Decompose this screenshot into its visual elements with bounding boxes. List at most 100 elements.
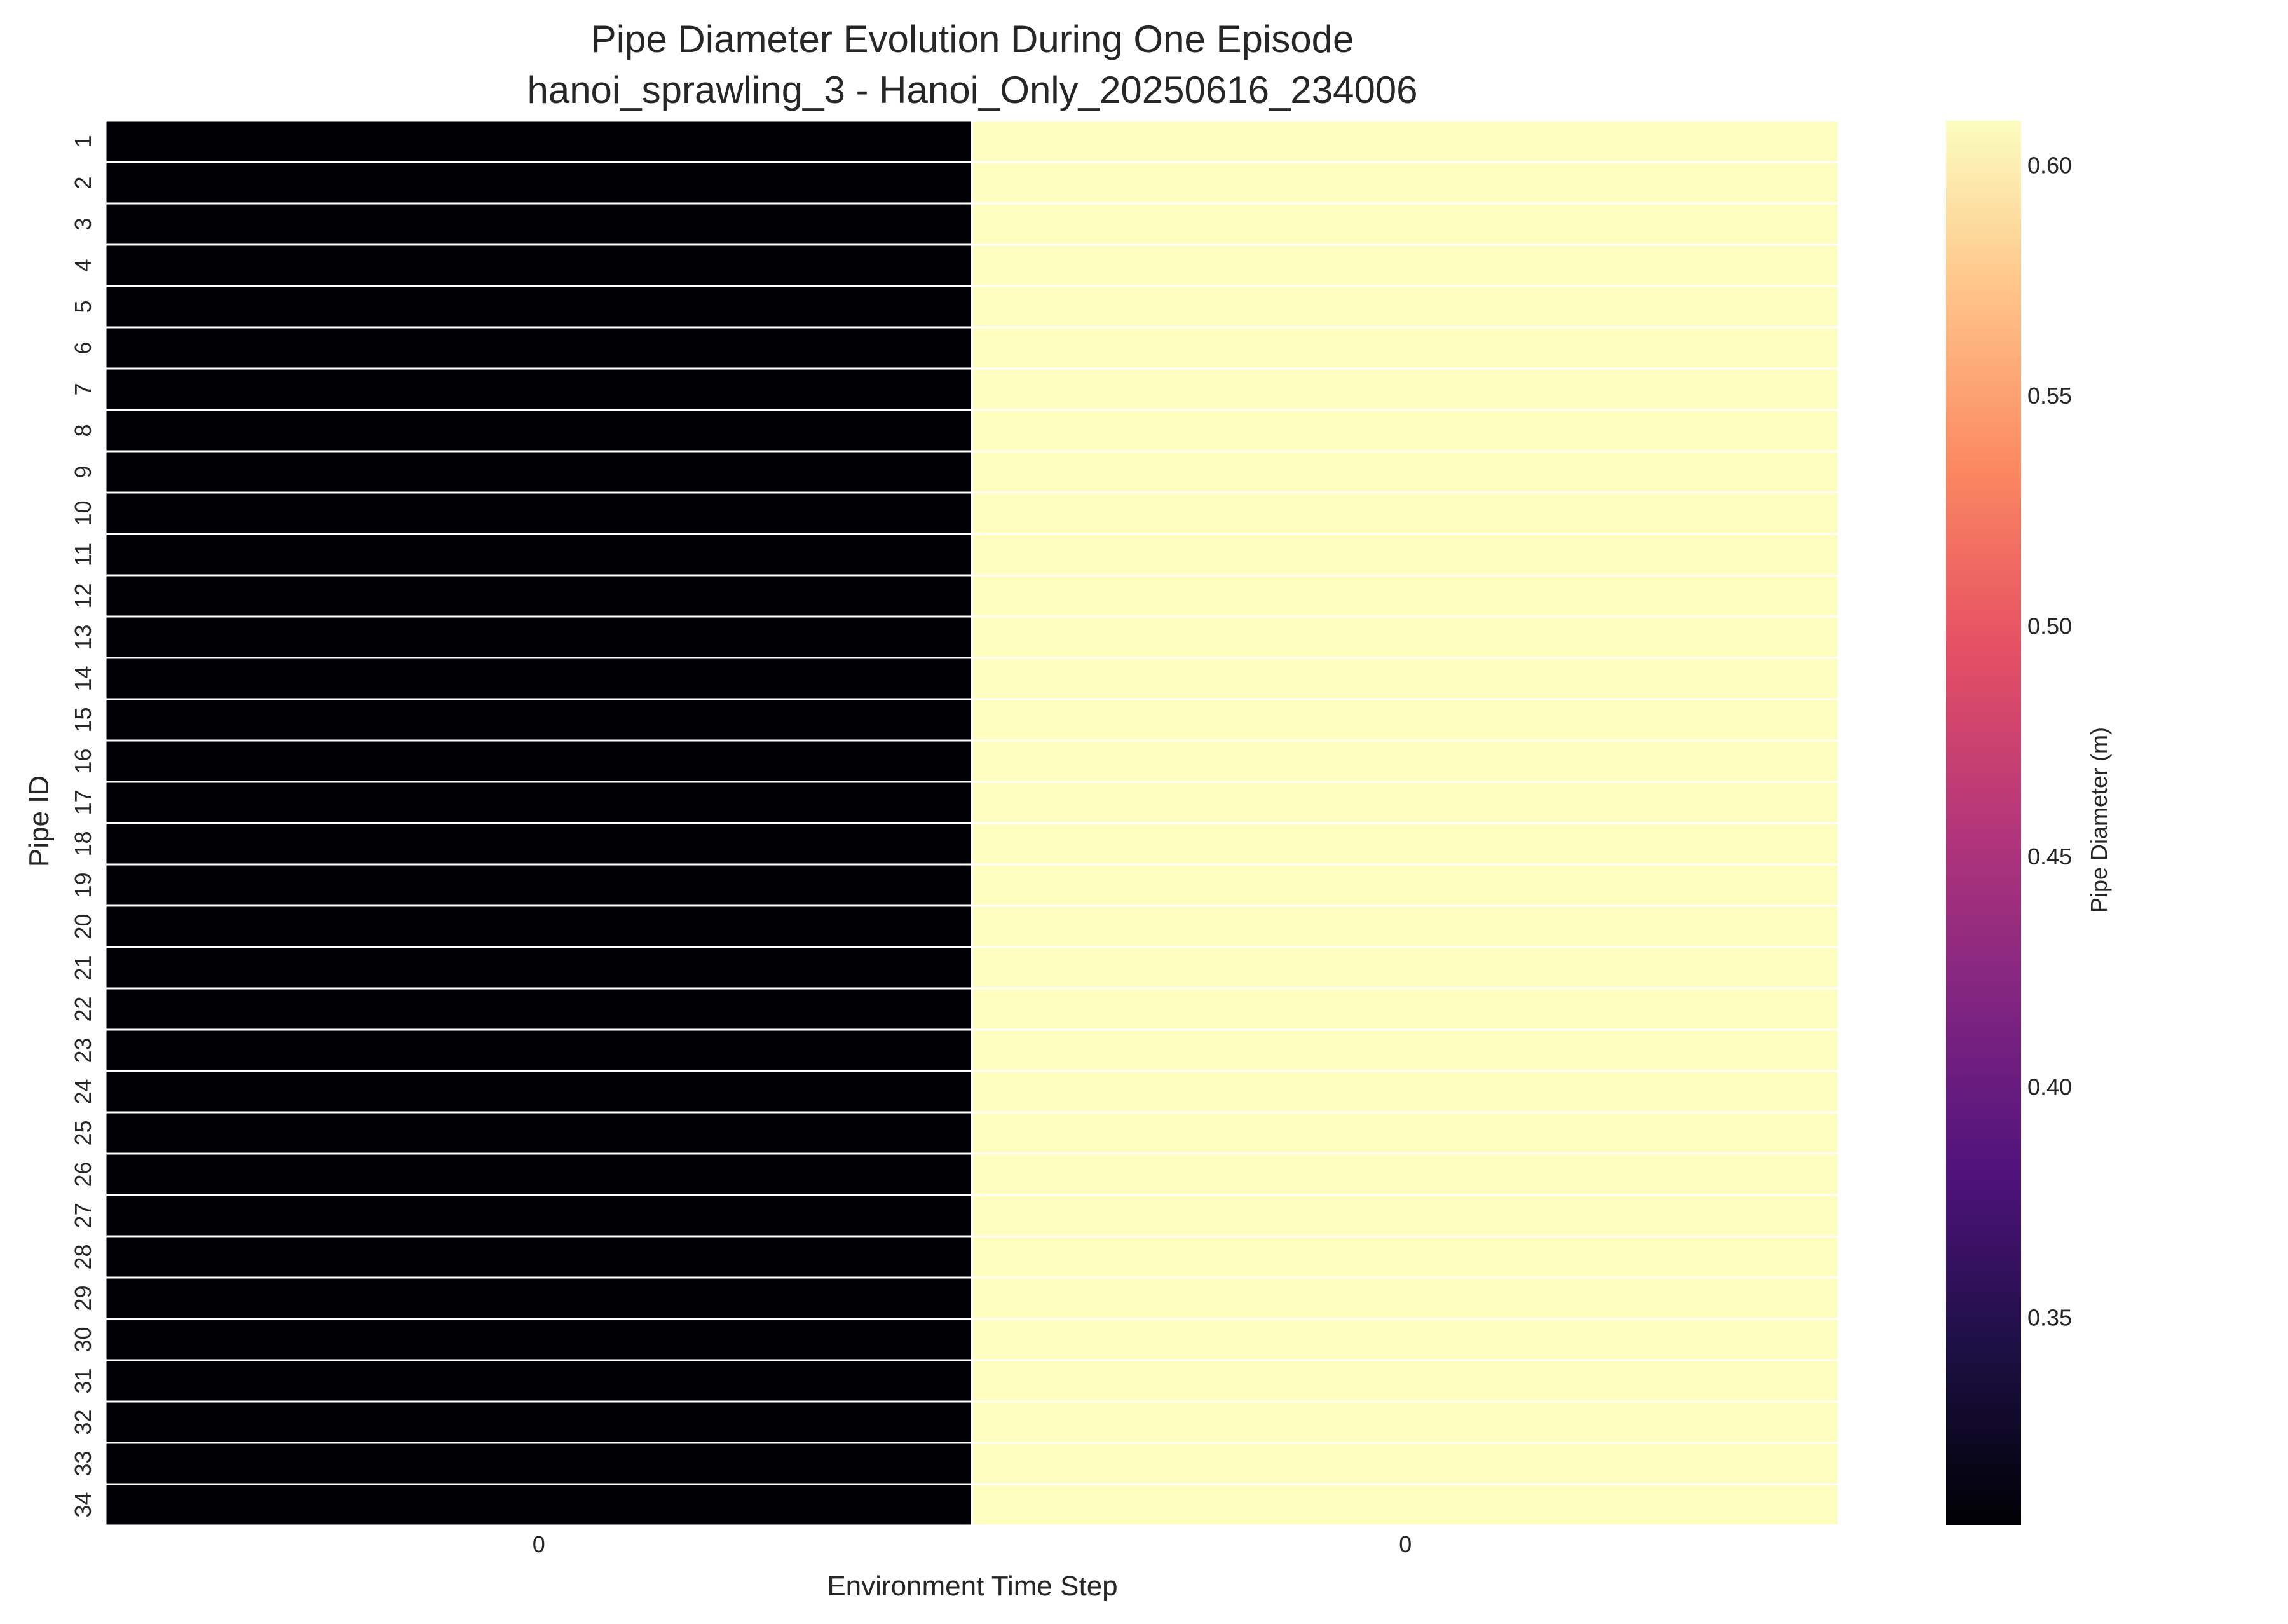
x-tick-label: 0 [533,1531,545,1557]
heatmap-cell-pipe-12-step-1 [971,574,1840,618]
colorbar [1946,121,2021,1525]
heatmap-cell-pipe-23-step-0 [104,1028,973,1072]
heatmap-cell-pipe-10-step-0 [104,491,973,535]
heatmap-cell-pipe-12-step-0 [104,574,973,618]
colorbar-tick-label: 0.50 [2027,613,2072,639]
heatmap-cell-pipe-28-step-0 [104,1235,973,1279]
y-tick-label: 22 [70,996,96,1021]
heatmap-cell-pipe-3-step-0 [104,202,973,246]
colorbar-tick-label: 0.45 [2027,843,2072,870]
heatmap-cell-pipe-15-step-0 [104,698,973,742]
heatmap-cell-pipe-27-step-0 [104,1194,973,1238]
heatmap-cell-pipe-22-step-1 [971,987,1840,1031]
y-tick-label: 34 [70,1492,96,1517]
y-tick-label: 24 [70,1079,96,1104]
y-tick-label: 29 [70,1285,96,1311]
heatmap-cell-pipe-26-step-0 [104,1152,973,1196]
heatmap-cell-pipe-2-step-1 [971,161,1840,205]
y-tick-label: 19 [70,872,96,897]
y-tick-label: 20 [70,913,96,939]
y-tick-label: 23 [70,1037,96,1063]
y-tick-labels: 1234567891011121314151617181920212223242… [70,135,96,1517]
y-tick-label: 8 [70,424,96,437]
colorbar-label: Pipe Diameter (m) [2086,727,2112,913]
heatmap-cell-pipe-31-step-0 [104,1359,973,1403]
heatmap-cell-pipe-28-step-1 [971,1235,1840,1279]
y-tick-label: 2 [70,176,96,189]
y-tick-label: 33 [70,1450,96,1476]
heatmap-cell-pipe-11-step-0 [104,533,973,577]
heatmap-cell-pipe-25-step-1 [971,1111,1840,1155]
heatmap-cell-pipe-29-step-0 [104,1276,973,1320]
y-tick-label: 1 [70,135,96,147]
heatmap-cell-pipe-8-step-0 [104,409,973,453]
y-tick-label: 11 [70,543,96,566]
heatmap-cell-pipe-32-step-1 [971,1400,1840,1444]
heatmap-cell-pipe-26-step-1 [971,1152,1840,1196]
heatmap-cell-pipe-5-step-0 [104,285,973,329]
y-tick-label: 10 [70,500,96,526]
colorbar-tick-label: 0.60 [2027,153,2072,179]
heatmap-cell-pipe-11-step-1 [971,533,1840,577]
heatmap-cell-pipe-7-step-1 [971,367,1840,411]
heatmap-cell-pipe-6-step-0 [104,326,973,370]
heatmap-cell-pipe-30-step-1 [971,1318,1840,1361]
y-tick-label: 16 [70,748,96,774]
y-tick-label: 7 [70,383,96,395]
heatmap-cell-pipe-3-step-1 [971,202,1840,246]
y-tick-label: 32 [70,1409,96,1435]
y-tick-label: 15 [70,707,96,732]
y-tick-label: 12 [70,583,96,608]
y-tick-label: 27 [70,1203,96,1228]
heatmap-cells [104,119,1840,1527]
y-tick-label: 3 [70,217,96,230]
y-axis-label: Pipe ID [24,775,55,867]
heatmap-cell-pipe-5-step-1 [971,285,1840,329]
heatmap-cell-pipe-4-step-0 [104,243,973,287]
heatmap-cell-pipe-9-step-0 [104,450,973,494]
y-tick-label: 28 [70,1244,96,1269]
heatmap-cell-pipe-23-step-1 [971,1028,1840,1072]
heatmap-cell-pipe-7-step-0 [104,367,973,411]
heatmap-cell-pipe-14-step-0 [104,657,973,700]
heatmap-cell-pipe-2-step-0 [104,161,973,205]
heatmap-cell-pipe-17-step-0 [104,781,973,824]
y-tick-label: 25 [70,1120,96,1145]
x-tick-label: 0 [1399,1531,1412,1557]
colorbar-tick-label: 0.55 [2027,383,2072,409]
y-tick-label: 6 [70,341,96,354]
y-tick-label: 21 [70,955,96,980]
heatmap-cell-pipe-33-step-1 [971,1442,1840,1485]
heatmap-cell-pipe-18-step-0 [104,822,973,866]
y-tick-label: 14 [70,665,96,691]
heatmap-cell-pipe-22-step-0 [104,987,973,1031]
y-tick-label: 4 [70,259,96,271]
heatmap-cell-pipe-32-step-0 [104,1400,973,1444]
heatmap-cell-pipe-1-step-1 [971,119,1840,163]
heatmap-cell-pipe-34-step-0 [104,1483,973,1527]
y-tick-label: 5 [70,300,96,313]
heatmap-cell-pipe-34-step-1 [971,1483,1840,1527]
colorbar-tick-label: 0.40 [2027,1074,2072,1100]
heatmap-cell-pipe-4-step-1 [971,243,1840,287]
y-tick-label: 17 [70,789,96,815]
heatmap-cell-pipe-20-step-1 [971,904,1840,948]
heatmap-cell-pipe-33-step-0 [104,1442,973,1485]
colorbar-tick-labels: 0.35 0.40 0.45 0.50 0.55 0.60 [2027,153,2072,1331]
y-tick-label: 9 [70,465,96,478]
heatmap-cell-pipe-16-step-0 [104,739,973,783]
heatmap-cell-pipe-21-step-1 [971,946,1840,990]
heatmap-cell-pipe-19-step-1 [971,863,1840,907]
chart-title: Pipe Diameter Evolution During One Episo… [591,18,1354,60]
heatmap-cell-pipe-25-step-0 [104,1111,973,1155]
y-tick-label: 26 [70,1161,96,1187]
heatmap-cell-pipe-20-step-0 [104,904,973,948]
heatmap-cell-pipe-16-step-1 [971,739,1840,783]
heatmap-cell-pipe-17-step-1 [971,781,1840,824]
y-tick-label: 13 [70,624,96,650]
heatmap-cell-pipe-31-step-1 [971,1359,1840,1403]
heatmap-cell-pipe-13-step-0 [104,615,973,659]
